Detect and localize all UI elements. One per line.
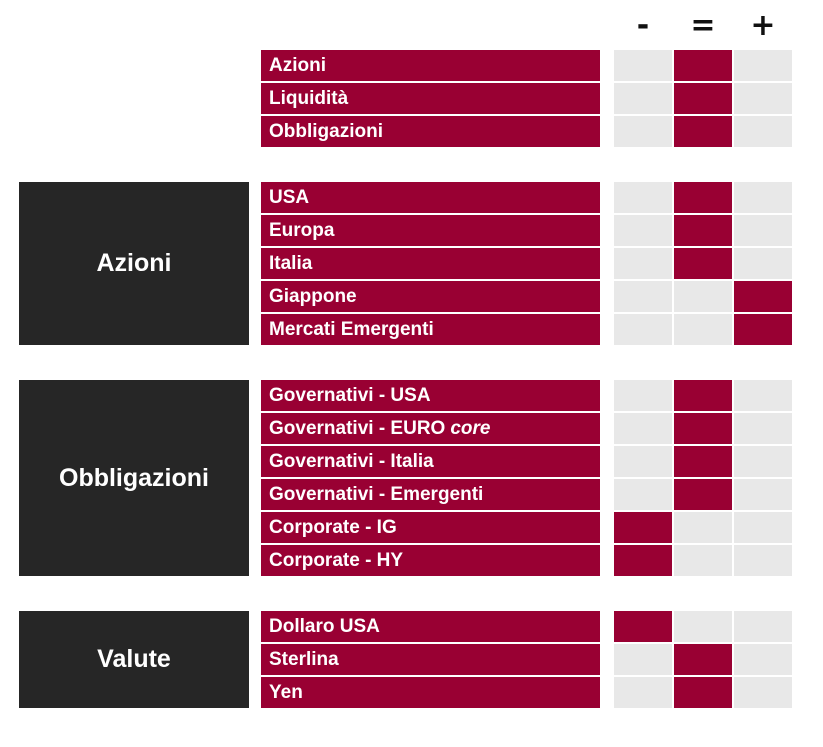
rating-cell xyxy=(734,182,792,213)
rating-cell xyxy=(614,314,672,345)
rating-cell xyxy=(734,644,792,675)
rating-cell xyxy=(734,380,792,411)
rating-cell xyxy=(614,83,672,114)
rating-cell xyxy=(674,314,732,345)
rating-cell xyxy=(734,446,792,477)
row-label-text: Governativi - Italia xyxy=(269,450,434,472)
rating-cell xyxy=(734,83,792,114)
row-label-text: Giappone xyxy=(269,285,357,307)
rating-cell-active xyxy=(614,512,672,543)
rating-cell xyxy=(734,413,792,444)
rating-cell-active xyxy=(674,479,732,510)
rating-cell xyxy=(614,281,672,312)
rating-cell xyxy=(614,446,672,477)
row-label-text: USA xyxy=(269,186,310,208)
row-label-emphasis: core xyxy=(450,417,491,439)
row-label: Corporate - HY xyxy=(261,545,600,576)
rating-cell-active xyxy=(674,677,732,708)
rating-cell-active xyxy=(674,215,732,246)
row-label: Italia xyxy=(261,248,600,279)
rating-cell xyxy=(614,182,672,213)
row-label: Sterlina xyxy=(261,644,600,675)
rating-cell xyxy=(674,545,732,576)
row-label: Obbligazioni xyxy=(261,116,600,147)
row-label-text: Corporate - HY xyxy=(269,549,404,571)
rating-cell xyxy=(734,611,792,642)
rating-cell-active xyxy=(674,50,732,81)
rating-cell-active xyxy=(674,644,732,675)
rating-cell-active xyxy=(734,314,792,345)
row-label-text: Azioni xyxy=(269,54,326,76)
rating-cell xyxy=(614,215,672,246)
row-label: Governativi - Italia xyxy=(261,446,600,477)
row-label-text: Governativi - Emergenti xyxy=(269,483,484,505)
rating-cell-active xyxy=(674,413,732,444)
row-label: Azioni xyxy=(261,50,600,81)
row-label-text: Mercati Emergenti xyxy=(269,318,434,340)
row-label-text: Dollaro USA xyxy=(269,615,380,637)
rating-cell xyxy=(614,116,672,147)
rating-cell-active xyxy=(614,611,672,642)
rating-cell xyxy=(734,677,792,708)
rating-cell-active xyxy=(674,446,732,477)
row-label-text: Obbligazioni xyxy=(269,120,383,142)
row-label: Corporate - IG xyxy=(261,512,600,543)
rating-cell xyxy=(734,545,792,576)
group-label-valute: Valute xyxy=(19,611,249,708)
rating-cell-active xyxy=(674,248,732,279)
row-label-text: Governativi - USA xyxy=(269,384,431,406)
row-label-text: Europa xyxy=(269,219,335,241)
rating-cell xyxy=(614,644,672,675)
row-label: Governativi - EURO core xyxy=(261,413,600,444)
row-label: Governativi - USA xyxy=(261,380,600,411)
row-label-text: Corporate - IG xyxy=(269,516,397,538)
rating-cell-active xyxy=(674,182,732,213)
rating-cell xyxy=(614,479,672,510)
group-label-azioni: Azioni xyxy=(19,182,249,345)
rating-cell-active xyxy=(734,281,792,312)
rating-cell xyxy=(734,248,792,279)
row-label: Mercati Emergenti xyxy=(261,314,600,345)
header-equal: = xyxy=(690,8,716,43)
header-minus: - xyxy=(636,8,650,43)
row-label: USA xyxy=(261,182,600,213)
row-label: Yen xyxy=(261,677,600,708)
row-label: Governativi - Emergenti xyxy=(261,479,600,510)
rating-cell xyxy=(614,248,672,279)
rating-cell xyxy=(674,611,732,642)
rating-cell xyxy=(614,677,672,708)
row-label: Giappone xyxy=(261,281,600,312)
row-label: Europa xyxy=(261,215,600,246)
rating-cell-active xyxy=(614,545,672,576)
row-label-text: Sterlina xyxy=(269,648,339,670)
rating-cell xyxy=(614,380,672,411)
rating-cell xyxy=(614,50,672,81)
rating-cell xyxy=(674,281,732,312)
rating-cell xyxy=(734,215,792,246)
rating-cell-active xyxy=(674,83,732,114)
rating-cell-active xyxy=(674,380,732,411)
rating-cell xyxy=(734,116,792,147)
rating-cell xyxy=(734,479,792,510)
row-label-text: Yen xyxy=(269,681,303,703)
rating-cell xyxy=(674,512,732,543)
row-label: Liquidità xyxy=(261,83,600,114)
group-label-obbligazioni: Obbligazioni xyxy=(19,380,249,576)
header-plus: + xyxy=(750,8,776,43)
rating-cell xyxy=(734,512,792,543)
row-label-text: Governativi - EURO xyxy=(269,417,446,439)
row-label-text: Italia xyxy=(269,252,313,274)
rating-cell xyxy=(614,413,672,444)
row-label: Dollaro USA xyxy=(261,611,600,642)
rating-cell xyxy=(734,50,792,81)
rating-cell-active xyxy=(674,116,732,147)
row-label-text: Liquidità xyxy=(269,87,349,109)
